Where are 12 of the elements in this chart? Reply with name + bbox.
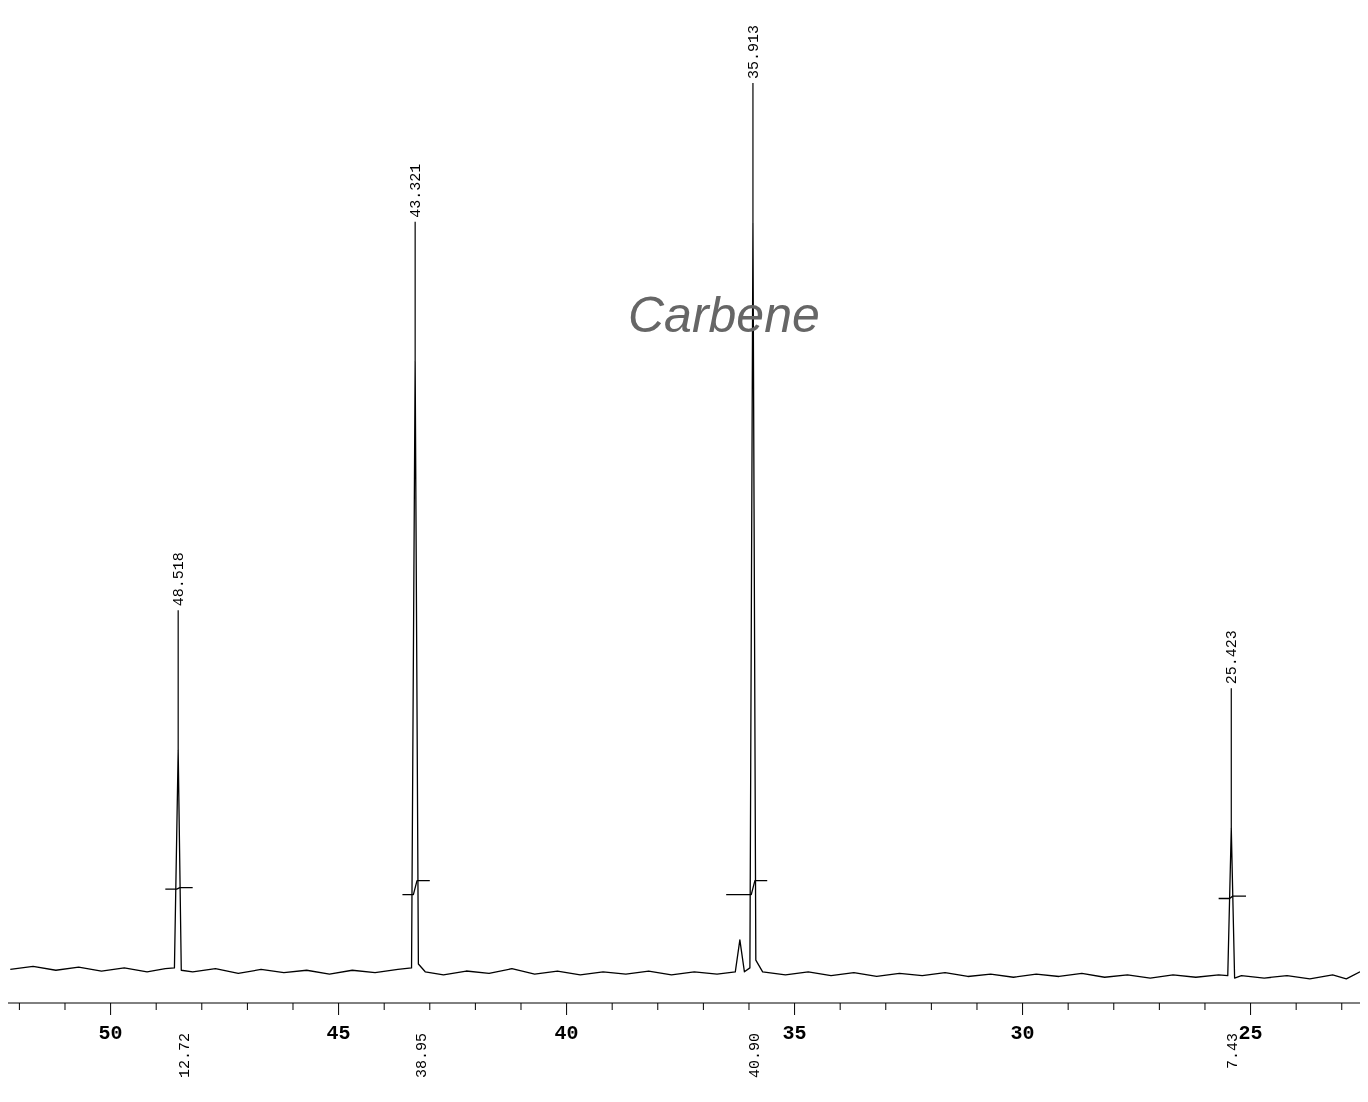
annotation: 48.518: [171, 552, 189, 607]
annotation: 35.913: [745, 24, 763, 79]
text: 38.95: [413, 1033, 431, 1079]
x-tick-label: 45: [326, 1022, 351, 1045]
text: 12.72: [176, 1033, 194, 1079]
text: 40.90: [746, 1033, 764, 1079]
x-tick-label: 30: [1010, 1022, 1035, 1045]
x-tick-label: 40: [554, 1022, 579, 1045]
x-tick-label: 50: [98, 1022, 123, 1045]
x-tick-label: 35: [782, 1022, 807, 1045]
annotation: 43.321: [408, 163, 426, 218]
annotation: 25.423: [1224, 630, 1242, 685]
